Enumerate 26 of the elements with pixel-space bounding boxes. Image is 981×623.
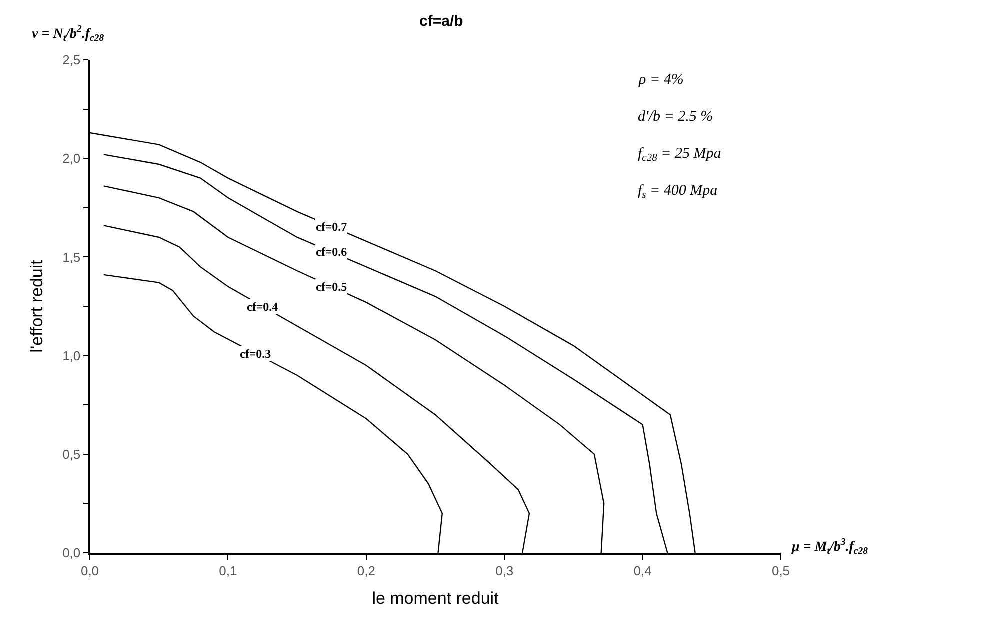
y-tick-label: 1,0	[62, 348, 81, 364]
annotation: d′/b = 2.5 %	[638, 109, 714, 125]
x-tick-label: 0,3	[496, 563, 514, 578]
x-tick-label: 0,2	[357, 563, 376, 578]
y-tick-label: 2,5	[62, 52, 81, 68]
x-tick-label: 0,4	[634, 563, 652, 578]
y-tick-label: 0,5	[62, 446, 81, 462]
y-tick-label: 1,5	[62, 250, 81, 265]
x-axis-title: le moment reduit	[372, 589, 500, 608]
annotation: f$_{c28}$ = 25 Mpa	[638, 146, 722, 164]
y-tick-label: 2,0	[62, 151, 81, 166]
x-tick-label: 0,0	[80, 563, 100, 578]
text: v = N$_{t}$/b$^{2}$.f$_{c28}$	[32, 24, 104, 44]
chart-title: cf=a/b	[420, 13, 464, 30]
annotation: f$_{s}$ = 400 Mpa	[638, 183, 718, 202]
text: μ = M$_{t}$/b$^{3}$.f$_{c28}$	[791, 537, 868, 557]
series-label: cf=0.6	[316, 245, 348, 259]
series-label: cf=0.3	[240, 347, 272, 361]
series-label: cf=0.4	[247, 300, 278, 314]
series-label: cf=0.5	[316, 280, 348, 294]
x-tick-label: 0,5	[772, 563, 790, 578]
series-label: cf=0.7	[316, 220, 348, 234]
x-tick-label: 0,1	[219, 563, 238, 578]
y-tick-label: 0,0	[62, 546, 81, 561]
annotation: ρ = 4%	[638, 72, 684, 88]
y-axis-title: l'effort reduit	[28, 260, 47, 353]
